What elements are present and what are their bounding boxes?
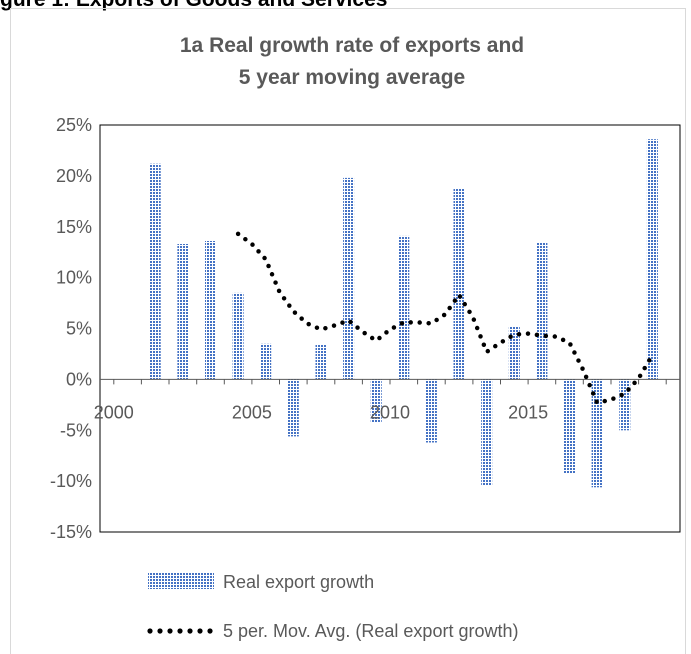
bar-2014	[508, 326, 520, 380]
legend-swatch-line	[147, 628, 213, 634]
legend-dot	[197, 628, 203, 634]
y-tick-label: 10%	[56, 268, 92, 288]
bar-2019	[646, 139, 658, 380]
bar-2011	[425, 379, 437, 443]
bar-2001	[149, 163, 161, 380]
legend-dot	[177, 628, 183, 634]
moving-average-series	[235, 231, 655, 406]
bar-2010	[398, 235, 410, 380]
bar-2012	[453, 188, 465, 380]
y-tick-label: 25%	[56, 115, 92, 135]
bar-2006	[287, 379, 299, 437]
bar-2003	[205, 241, 216, 380]
plot-area-border	[99, 124, 681, 533]
y-tick-label: -10%	[50, 471, 92, 491]
legend-dot	[167, 628, 173, 634]
bar-2013	[481, 379, 493, 486]
y-tick-label: 15%	[56, 217, 92, 237]
legend: Real export growth 5 per. Mov. Avg. (Rea…	[147, 572, 518, 641]
chart-title-line-1: 1a Real growth rate of exports and	[180, 34, 524, 57]
bar-2009	[370, 379, 382, 423]
bar-2018	[619, 379, 631, 431]
legend-swatch-bar	[148, 572, 214, 589]
y-tick-label: 20%	[56, 166, 92, 186]
legend-label-line: 5 per. Mov. Avg. (Real export growth)	[223, 621, 518, 641]
x-tick-label: 2010	[370, 402, 410, 422]
y-tick-label: -15%	[50, 522, 92, 542]
legend-dot	[207, 628, 213, 634]
x-axis-ticks	[113, 379, 667, 385]
moving-average-line	[235, 231, 655, 406]
bar-2017	[591, 379, 603, 488]
chart-title-line-2: 5 year moving average	[239, 66, 465, 89]
y-tick-label: 0%	[66, 369, 92, 389]
x-tick-label: 2005	[232, 402, 272, 422]
bar-2002	[177, 244, 189, 380]
bar-2016	[564, 379, 575, 474]
y-tick-label: -5%	[60, 420, 92, 440]
legend-label-bar: Real export growth	[223, 572, 374, 592]
bar-2007	[315, 344, 327, 380]
y-tick-label: 5%	[66, 319, 92, 339]
bar-2008	[343, 177, 355, 380]
x-tick-label: 2015	[508, 402, 548, 422]
legend-dot	[157, 628, 163, 634]
chart-area	[10, 8, 686, 654]
figure-heading: gure 1: Exports of Goods and Services	[0, 0, 691, 14]
legend-dot	[147, 628, 153, 634]
y-axis-labels: -15% -10% -5% 0% 5% 10% 15% 20% 25%	[50, 115, 92, 542]
x-axis-labels: 2000 2005 2010 2015	[94, 402, 548, 422]
bar-2005	[260, 343, 272, 380]
bar-2004	[232, 292, 244, 380]
legend-dot	[187, 628, 193, 634]
bar-series	[149, 139, 658, 488]
bar-2015	[536, 242, 548, 380]
x-tick-label: 2000	[94, 402, 134, 422]
